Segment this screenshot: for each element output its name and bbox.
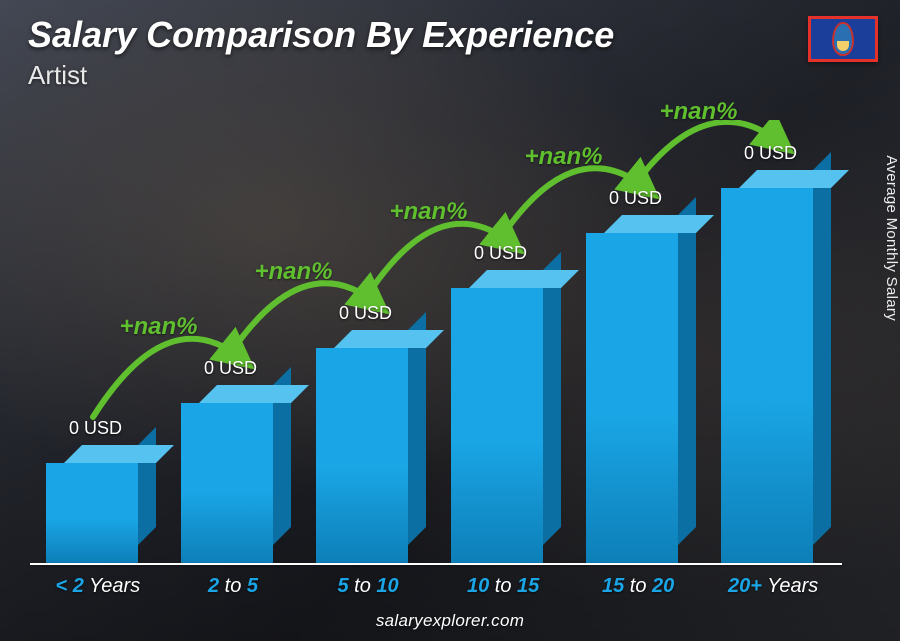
chart-container: Salary Comparison By Experience Artist A… <box>0 0 900 641</box>
bar-value-label: 0 USD <box>609 188 662 209</box>
bar-side <box>678 197 696 545</box>
bar-front <box>181 403 273 563</box>
bar-front <box>46 463 138 563</box>
bar: 0 USD <box>316 330 426 563</box>
growth-label: +nan% <box>660 98 738 126</box>
growth-label: +nan% <box>390 198 468 226</box>
x-tick-label: 20+ Years <box>728 575 818 598</box>
growth-label: +nan% <box>525 143 603 171</box>
bar: 0 USD <box>586 215 696 563</box>
x-tick-label: 15 to 20 <box>602 575 674 598</box>
bar-value-label: 0 USD <box>69 418 122 439</box>
y-axis-label: Average Monthly Salary <box>884 155 900 321</box>
bar: 0 USD <box>46 445 156 563</box>
growth-label: +nan% <box>255 258 333 286</box>
x-axis-labels: < 2 Years 2 to 5 5 to 10 10 to 15 15 to 20 20… <box>30 569 842 601</box>
bar: 0 USD <box>181 385 291 563</box>
bar-side <box>813 152 831 545</box>
bar-front <box>586 233 678 563</box>
bar-top <box>739 170 849 188</box>
x-tick-label: 2 to 5 <box>208 575 258 598</box>
bar-front <box>451 288 543 563</box>
bar-top <box>604 215 714 233</box>
bar: 0 USD <box>721 170 831 563</box>
bar-front <box>721 188 813 563</box>
chart-subtitle: Artist <box>28 60 87 91</box>
plot-area: 0 USD0 USD0 USD0 USD0 USD0 USD+nan%+nan%… <box>30 120 842 563</box>
growth-label: +nan% <box>120 313 198 341</box>
bar: 0 USD <box>451 270 561 563</box>
bar-top <box>334 330 444 348</box>
bar-front <box>316 348 408 563</box>
x-tick-label: < 2 Years <box>56 575 141 598</box>
x-axis-line <box>30 563 842 565</box>
x-tick-label: 10 to 15 <box>467 575 539 598</box>
bar-value-label: 0 USD <box>204 358 257 379</box>
bar-value-label: 0 USD <box>474 243 527 264</box>
bar-side <box>543 252 561 545</box>
chart-title: Salary Comparison By Experience <box>28 14 614 56</box>
x-tick-label: 5 to 10 <box>338 575 399 598</box>
bar-top <box>199 385 309 403</box>
flag-seal-icon <box>832 22 854 56</box>
flag-icon <box>808 16 878 62</box>
bar-value-label: 0 USD <box>339 303 392 324</box>
bar-top <box>64 445 174 463</box>
credit-text: salaryexplorer.com <box>0 611 900 631</box>
bar-top <box>469 270 579 288</box>
bar-value-label: 0 USD <box>744 143 797 164</box>
